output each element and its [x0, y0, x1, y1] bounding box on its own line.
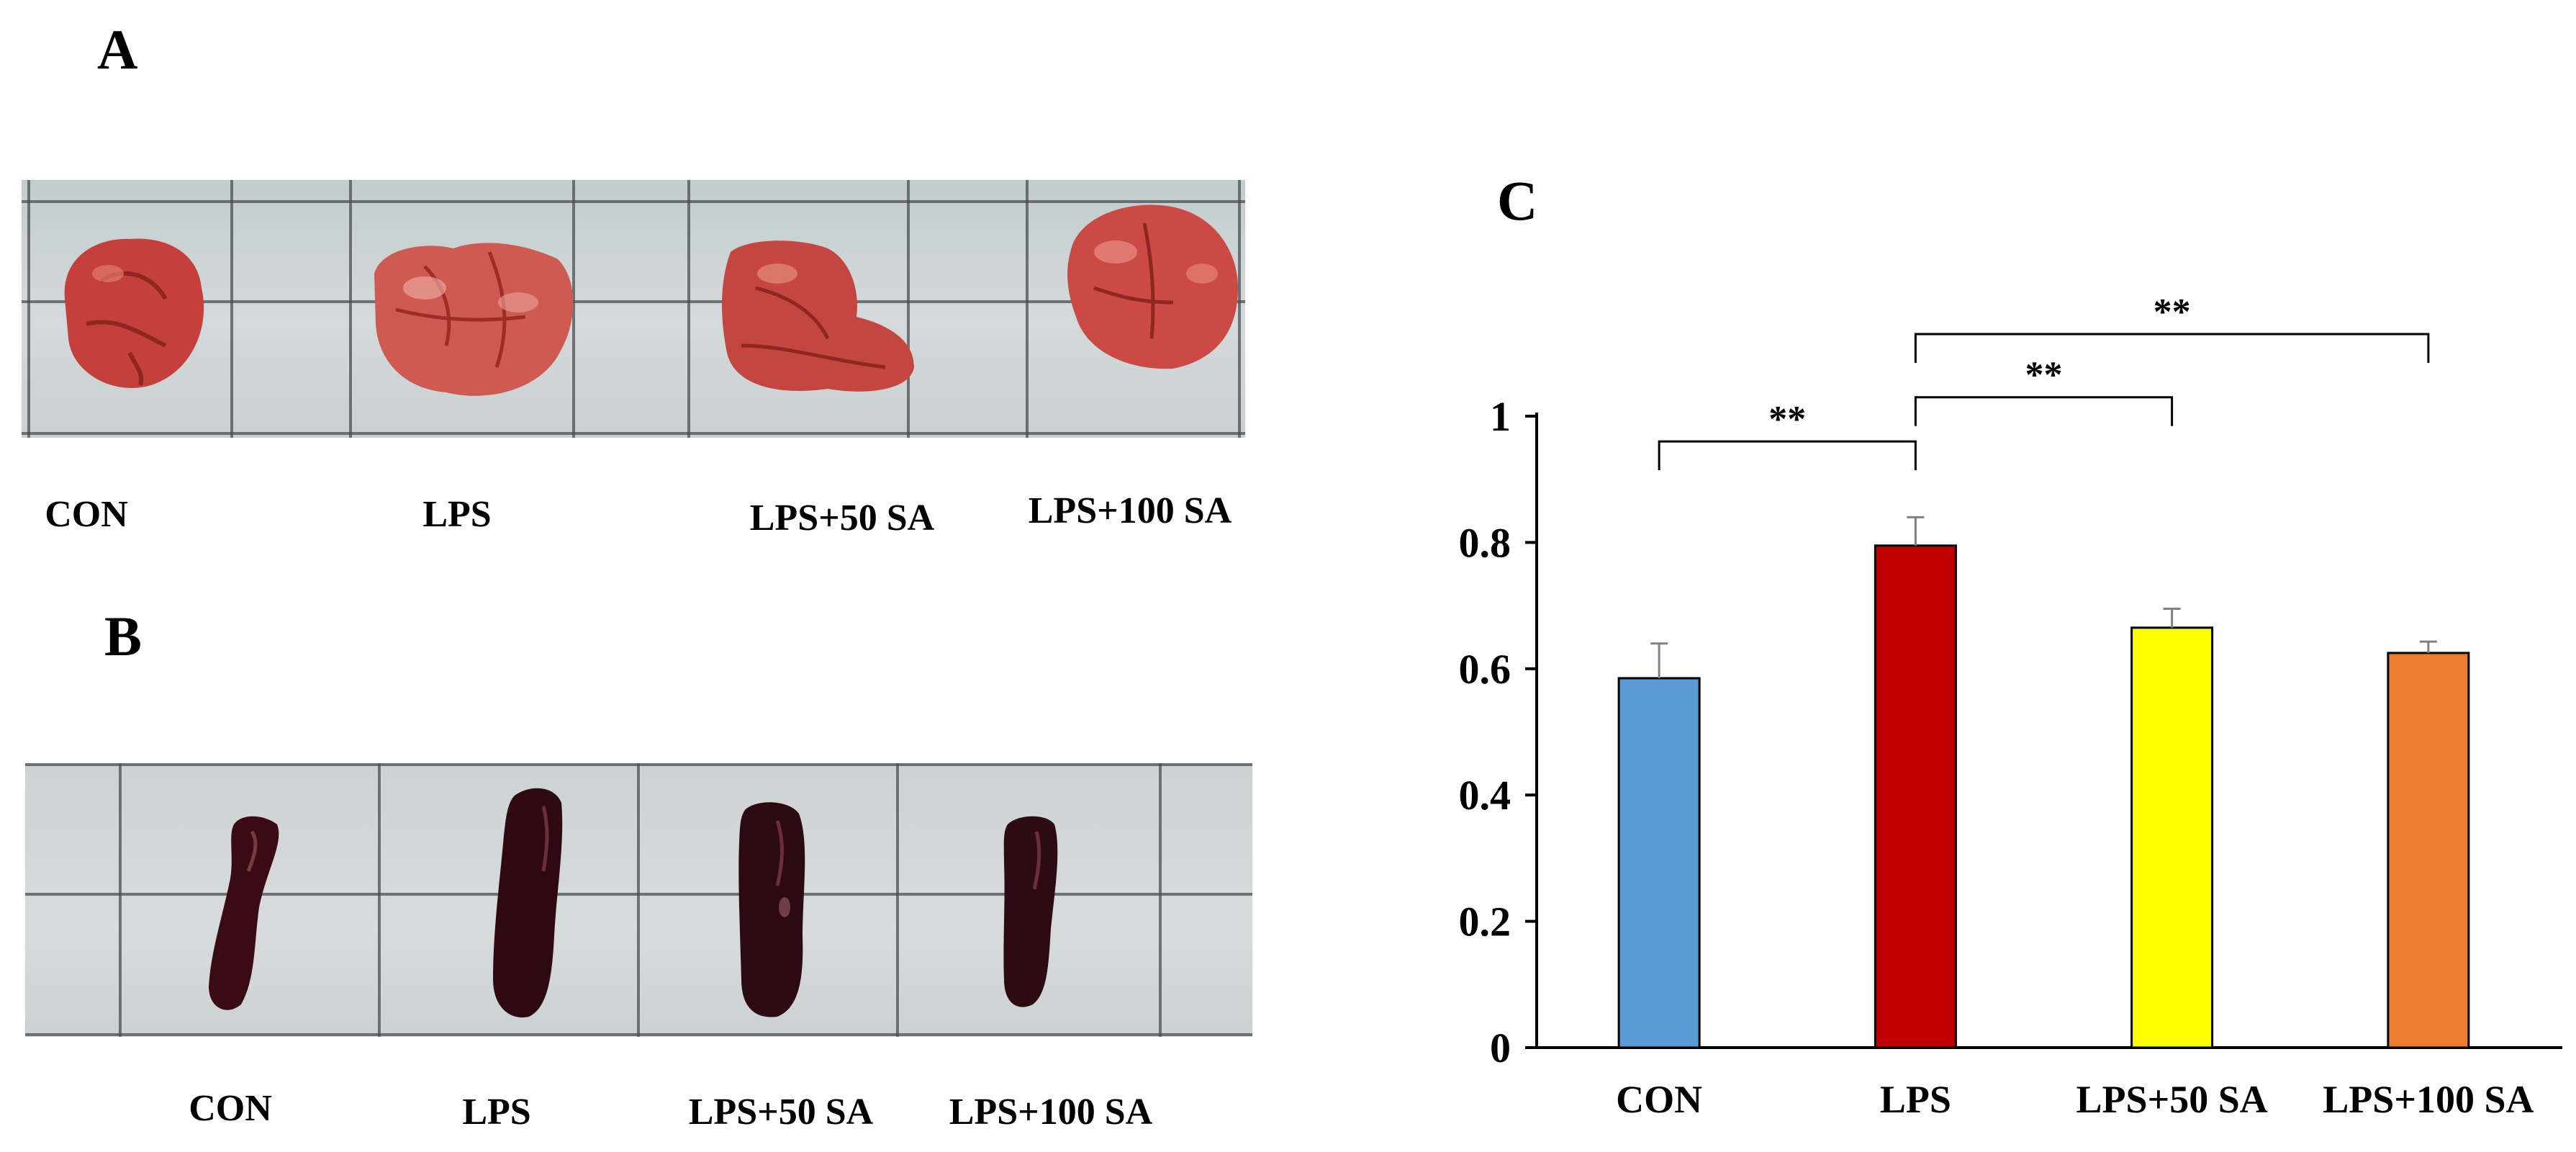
lung-index-chart: 00.20.40.60.81Lung index (%)CONLPSLPS+50… — [1459, 292, 2562, 1121]
lung-label-con: CON — [45, 494, 128, 535]
significance-label: ** — [1768, 399, 1806, 440]
spleen-label-con: CON — [189, 1088, 272, 1129]
y-tick-label: 0.6 — [1459, 646, 1511, 693]
spleen-specimen-lps-50sa — [738, 802, 805, 1017]
spleen-label-lps-100sa: LPS+100 SA — [949, 1092, 1153, 1133]
y-tick-label: 0 — [1490, 1025, 1511, 1071]
bar-lps — [1874, 544, 1957, 1049]
bar-con — [1617, 677, 1701, 1049]
significance-label: ** — [2154, 292, 2191, 333]
x-tick-label: CON — [1616, 1078, 1702, 1121]
significance-bracket — [1914, 396, 2174, 426]
spleen-label-lps-50sa: LPS+50 SA — [688, 1092, 874, 1133]
lung-label-lps: LPS — [422, 494, 492, 535]
bar-lps-100-sa — [2387, 652, 2470, 1049]
spleen-photo — [25, 763, 1252, 1037]
x-tick-label: LPS+50 SA — [2076, 1078, 2267, 1121]
spleen-specimen-lps — [493, 788, 563, 1018]
lung-specimen-con — [64, 238, 204, 388]
y-tick-label: 0.8 — [1459, 519, 1511, 566]
lung-specimen-lps-50sa — [722, 240, 914, 392]
x-tick-label: LPS+100 SA — [2323, 1078, 2534, 1121]
panel-b-letter: B — [104, 605, 143, 667]
y-tick-label: 1 — [1490, 393, 1511, 440]
y-tick-label: 0.4 — [1459, 772, 1511, 819]
significance-bracket — [1914, 333, 2430, 363]
significance-label: ** — [2025, 355, 2063, 396]
lung-photo — [22, 180, 1245, 438]
spleen-specimen-con — [209, 816, 279, 1010]
panel-c-letter: C — [1497, 169, 1538, 232]
x-tick-label: LPS — [1880, 1078, 1951, 1121]
spleen-specimen-lps-100sa — [1003, 816, 1058, 1007]
bar-lps-50-sa — [2130, 626, 2214, 1049]
panel-a-letter: A — [97, 18, 138, 81]
lung-label-lps-50sa: LPS+50 SA — [749, 498, 935, 539]
lung-specimen-lps-100sa — [1067, 204, 1238, 369]
lung-label-lps-100sa: LPS+100 SA — [1028, 490, 1232, 531]
lung-specimen-lps — [374, 243, 574, 396]
significance-bracket — [1658, 440, 1917, 471]
spleen-label-lps: LPS — [462, 1092, 531, 1133]
y-tick-label: 0.2 — [1459, 899, 1511, 945]
